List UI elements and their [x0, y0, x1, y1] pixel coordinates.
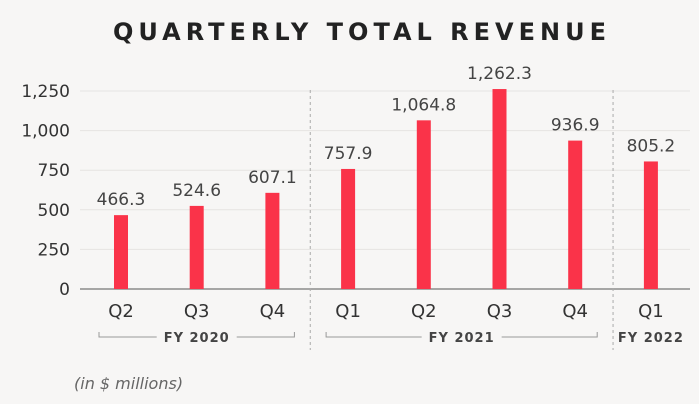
- y-tick-label: 1,250: [21, 82, 70, 102]
- x-axis: Q2 Q3 Q4 Q1 Q2 Q3 Q4 Q1: [108, 301, 664, 322]
- chart-title: QUARTERLY TOTAL REVENUE: [113, 18, 611, 46]
- value-label: 1,262.3: [467, 64, 532, 84]
- x-tick-label: Q1: [638, 301, 664, 322]
- value-label: 805.2: [627, 136, 676, 156]
- grid-layer: [80, 90, 690, 290]
- fy-bracket-right: [501, 332, 598, 338]
- bar: [265, 192, 280, 289]
- y-tick-label: 750: [38, 161, 70, 181]
- value-label: 466.3: [97, 190, 146, 210]
- x-tick-label: Q4: [562, 301, 588, 322]
- fiscal-year-groups: FY 2020 FY 2021 FY 2022: [98, 331, 684, 346]
- x-tick-label: Q2: [108, 301, 134, 322]
- x-tick-label: Q3: [487, 301, 513, 322]
- value-label: 757.9: [324, 144, 373, 164]
- x-tick-label: Q4: [260, 301, 286, 322]
- bar: [643, 161, 658, 289]
- x-tick-label: Q3: [184, 301, 210, 322]
- y-axis: 0 250 500 750 1,000 1,250: [21, 82, 70, 300]
- x-tick-label: Q1: [335, 301, 361, 322]
- bar: [416, 120, 431, 289]
- value-label: 936.9: [551, 116, 600, 136]
- fy-bracket-left: [325, 332, 422, 338]
- fiscal-year-label: FY 2022: [618, 331, 684, 346]
- bar: [189, 205, 204, 289]
- value-label: 524.6: [172, 181, 221, 201]
- y-tick-label: 1,000: [21, 122, 70, 142]
- bar: [114, 215, 128, 289]
- y-tick-label: 0: [59, 280, 70, 300]
- y-tick-label: 500: [38, 201, 70, 221]
- fiscal-year-label: FY 2020: [164, 331, 230, 346]
- fy-bracket-right: [236, 332, 295, 338]
- bar: [341, 168, 356, 289]
- x-tick-label: Q2: [411, 301, 437, 322]
- bar: [492, 89, 507, 289]
- bars: [114, 89, 658, 289]
- fiscal-separators: [309, 90, 614, 350]
- fiscal-year-label: FY 2021: [429, 331, 495, 346]
- units-note: (in $ millions): [74, 374, 183, 393]
- bar: [568, 140, 583, 289]
- fy-bracket-left: [98, 332, 157, 338]
- value-label: 1,064.8: [391, 95, 456, 115]
- value-label: 607.1: [248, 168, 297, 188]
- value-labels: 466.3 524.6 607.1 757.9 1,064.8 1,262.3 936.9 8…: [97, 64, 676, 210]
- y-tick-label: 250: [38, 240, 70, 260]
